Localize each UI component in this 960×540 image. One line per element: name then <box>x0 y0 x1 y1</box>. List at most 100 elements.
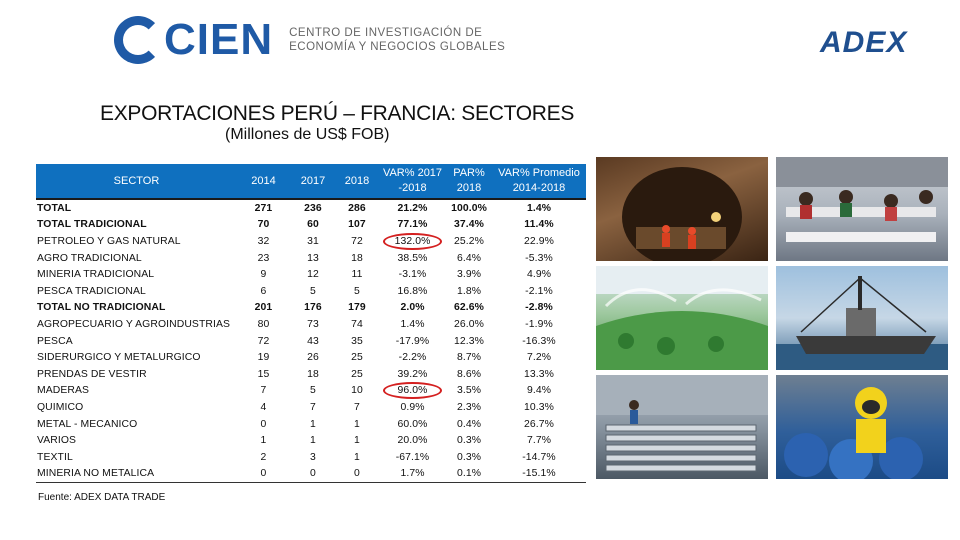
cell-y2018: 107 <box>348 219 366 231</box>
table-row: TEXTIL 2 3 1 -67.1% 0.3% -14.7% <box>36 449 586 466</box>
cell-sector: MINERIA NO METALICA <box>37 468 155 480</box>
col-sector-header: SECTOR <box>113 174 160 187</box>
cell-par: 3.5% <box>456 385 482 397</box>
col-prom-header-line1: VAR% Promedio <box>498 167 580 179</box>
cell-sector: TEXTIL <box>37 451 73 463</box>
cell-y2018: 72 <box>351 235 363 247</box>
table-row: PESCA 72 43 35 -17.9% 12.3% -16.3% <box>36 333 586 350</box>
cell-var: 39.2% <box>397 368 428 380</box>
cell-par: 100.0% <box>451 202 487 214</box>
cell-y2017: 236 <box>304 202 322 214</box>
col-var-header-line2: -2018 <box>398 182 427 194</box>
col-2014-header: 2014 <box>251 174 276 187</box>
cell-var: -67.1% <box>395 451 430 463</box>
cell-y2017: 1 <box>310 435 316 447</box>
cell-y2018: 25 <box>351 352 363 364</box>
cell-y2018: 10 <box>351 385 363 397</box>
mining-tunnel-photo <box>596 157 768 261</box>
cell-y2017: 176 <box>304 302 322 314</box>
cell-y2017: 18 <box>307 368 319 380</box>
col-par-header-line1: PAR% <box>453 167 485 179</box>
cell-prom: 22.9% <box>524 235 554 247</box>
table-row: MADERAS 7 5 10 96.0% 3.5% 9.4% <box>36 383 586 400</box>
cell-y2014: 7 <box>260 385 267 397</box>
table-row: MINERIA NO METALICA 0 0 0 1.7% 0.1% -15.1% <box>36 466 586 483</box>
cell-sector: METAL - MECANICO <box>37 418 138 430</box>
cell-var: -2.2% <box>398 352 427 364</box>
cell-prom: -2.1% <box>525 285 553 297</box>
cell-sector: TOTAL <box>37 202 72 214</box>
cell-y2017: 7 <box>310 401 316 413</box>
cell-y2018: 179 <box>348 302 366 314</box>
slide-subtitle: (Millones de US$ FOB) <box>225 126 390 143</box>
cell-par: 62.6% <box>454 302 484 314</box>
col-var-header-line1: VAR% 2017 <box>382 167 443 179</box>
cell-par: 8.7% <box>456 352 482 364</box>
cell-sector: PETROLEO Y GAS NATURAL <box>37 235 181 247</box>
table-row: SIDERURGICO Y METALURGICO 19 26 25 -2.2% 8.7%… <box>36 349 586 366</box>
cell-par: 2.3% <box>456 401 482 413</box>
cell-prom: 7.7% <box>526 435 552 447</box>
cell-y2018: 11 <box>351 269 363 281</box>
cell-y2017: 13 <box>307 252 319 264</box>
cell-y2018: 286 <box>348 202 366 214</box>
cien-subtitle-line1: CENTRO DE INVESTIGACIÓN DE <box>289 27 483 39</box>
cell-y2014: 6 <box>260 285 267 297</box>
cell-y2017: 12 <box>307 269 319 281</box>
garment-factory-photo <box>776 157 948 261</box>
cell-par: 0.3% <box>456 451 482 463</box>
cell-sector: VARIOS <box>37 435 77 447</box>
col-var-header: VAR% 2017 -2018 <box>379 166 446 196</box>
cell-prom: 7.2% <box>526 352 552 364</box>
cell-par: 6.4% <box>456 252 482 264</box>
cell-y2018: 5 <box>354 285 360 297</box>
cell-y2014: 2 <box>260 451 267 463</box>
table-row: AGROPECUARIO Y AGROINDUSTRIAS 80 73 74 1.4% 2… <box>36 316 586 333</box>
highlight-circle <box>383 232 442 250</box>
table-row: PESCA TRADICIONAL 6 5 5 16.8% 1.8% -2.1% <box>36 283 586 300</box>
cell-prom: 13.3% <box>524 368 554 380</box>
cell-y2017: 1 <box>310 418 316 430</box>
cell-y2017: 31 <box>307 235 319 247</box>
cell-var: 20.0% <box>397 435 428 447</box>
cell-par: 0.4% <box>456 418 482 430</box>
cell-y2017: 43 <box>307 335 319 347</box>
cell-par: 8.6% <box>456 368 482 380</box>
cell-prom: -15.1% <box>522 468 556 480</box>
table-body: TOTAL 271 236 286 21.2% 100.0% 1.4% TOTAL TRADI… <box>36 200 586 484</box>
cell-par: 26.0% <box>454 318 484 330</box>
cell-sector: TOTAL NO TRADICIONAL <box>37 302 166 314</box>
cien-logo-subtitle: CENTRO DE INVESTIGACIÓN DE ECONOMÍA Y NE… <box>289 26 505 54</box>
cell-y2018: 25 <box>351 368 363 380</box>
cell-sector: TOTAL TRADICIONAL <box>37 219 147 231</box>
cell-par: 0.1% <box>456 468 482 480</box>
cell-var: -3.1% <box>398 269 427 281</box>
table-header: SECTOR 2014 2017 2018 VAR% 2017 -2018 PA… <box>36 164 586 200</box>
cell-y2014: 23 <box>257 252 270 264</box>
cell-sector: MADERAS <box>37 385 90 397</box>
slide-title: EXPORTACIONES PERÚ – FRANCIA: SECTORES <box>100 102 575 125</box>
cell-prom: 26.7% <box>524 418 554 430</box>
cell-y2014: 72 <box>257 335 270 347</box>
cell-y2017: 3 <box>310 451 316 463</box>
cell-y2014: 19 <box>257 352 270 364</box>
cell-y2018: 1 <box>354 451 360 463</box>
cell-y2017: 5 <box>310 385 316 397</box>
cell-var: 38.5% <box>397 252 428 264</box>
cell-var: 77.1% <box>397 219 428 231</box>
cell-prom: -1.9% <box>525 318 553 330</box>
cell-y2017: 0 <box>310 468 316 480</box>
cell-prom: 9.4% <box>526 385 552 397</box>
col-par-header-line2: 2018 <box>456 182 482 194</box>
cell-y2018: 35 <box>351 335 363 347</box>
cell-y2018: 1 <box>354 418 360 430</box>
table-row: PRENDAS DE VESTIR 15 18 25 39.2% 8.6% 13.3% <box>36 366 586 383</box>
table-row: TOTAL TRADICIONAL 70 60 107 77.1% 37.4% 11.4% <box>36 217 586 234</box>
cell-y2014: 70 <box>257 219 270 231</box>
source-note: Fuente: ADEX DATA TRADE <box>38 492 166 503</box>
cell-par: 12.3% <box>454 335 484 347</box>
adex-logo: ADEX <box>820 26 908 59</box>
cell-prom: -16.3% <box>522 335 556 347</box>
table-row: PETROLEO Y GAS NATURAL 32 31 72 132.0% 25.2% 2… <box>36 233 586 250</box>
cell-y2018: 18 <box>351 252 363 264</box>
